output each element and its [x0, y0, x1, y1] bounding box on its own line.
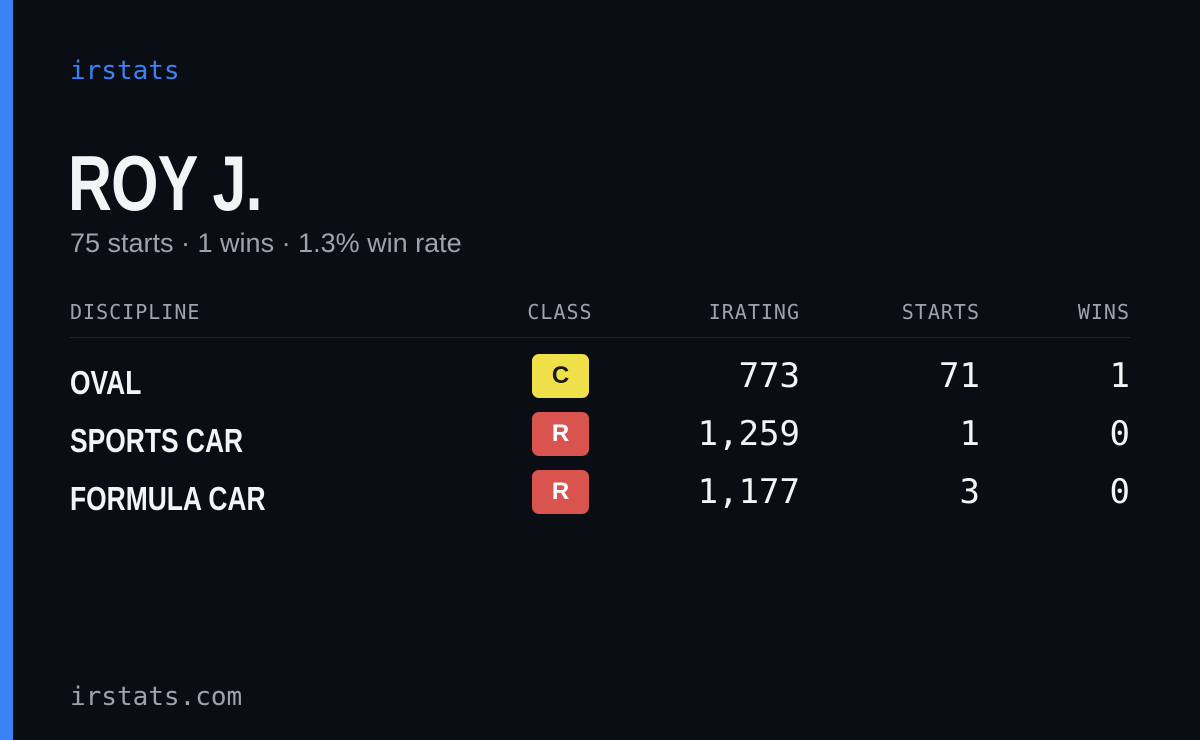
discipline: FORMULA CAR	[70, 480, 266, 517]
column-header: DISCIPLINE	[70, 300, 201, 324]
class-badge: R	[532, 470, 589, 514]
class-badge: C	[532, 354, 589, 398]
starts: 3	[959, 472, 980, 512]
footer: irstats.com	[70, 682, 243, 712]
column-header: CLASS	[527, 300, 593, 324]
irating: 773	[738, 356, 800, 396]
column-header: STARTS	[901, 300, 980, 324]
discipline: SPORTS CAR	[70, 422, 244, 459]
column-header: WINS	[1077, 300, 1130, 324]
irating: 1,259	[697, 414, 800, 454]
driver-summary: 75 starts · 1 wins · 1.3% win rate	[70, 228, 462, 258]
discipline: OVAL	[70, 364, 142, 401]
column-header: IRATING	[708, 300, 800, 324]
wins: 0	[1109, 414, 1130, 454]
starts: 1	[959, 414, 980, 454]
wins: 0	[1109, 472, 1130, 512]
irating: 1,177	[697, 472, 800, 512]
class-badge: R	[532, 412, 589, 456]
wins: 1	[1109, 356, 1130, 396]
brand: irstats	[70, 56, 180, 86]
header-rule	[70, 337, 1130, 338]
driver-name: ROY J.	[68, 139, 262, 227]
accent-bar	[0, 0, 13, 740]
starts: 71	[939, 356, 980, 396]
